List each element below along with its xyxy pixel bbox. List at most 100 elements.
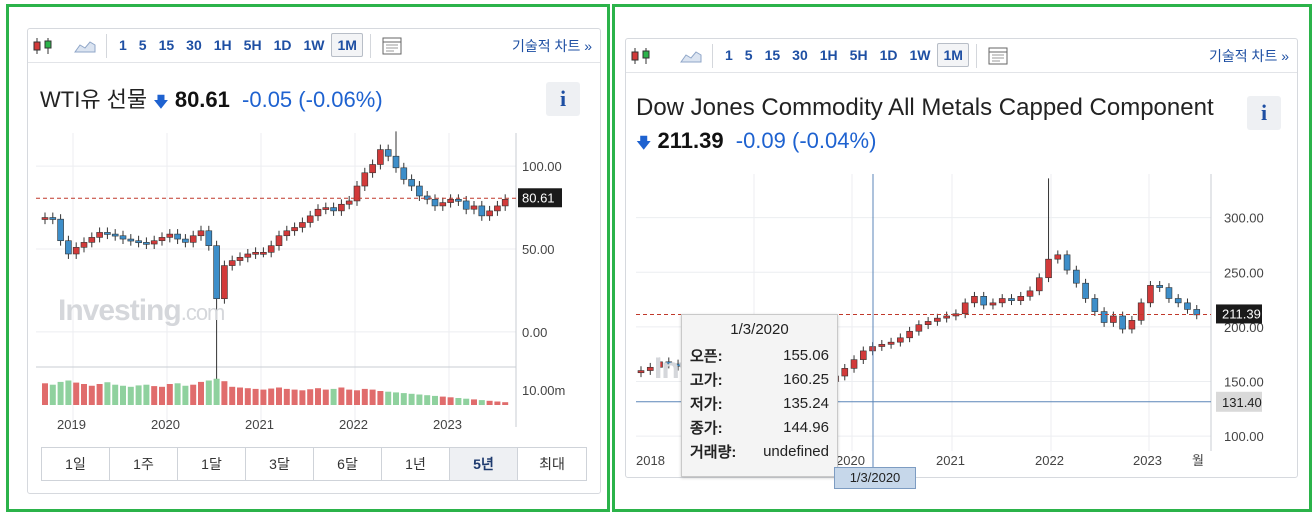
candle-body [345,200,353,205]
candle-body [49,217,57,220]
toolbar-separator [369,33,371,58]
technical-chart-link[interactable]: 기술적 차트 » [512,37,592,54]
interval-button-1m[interactable]: 1M [937,42,969,67]
volume-bar [330,388,337,405]
volume-bar [182,385,189,405]
candle-body [897,337,904,343]
volume-bar [439,396,446,405]
interval-button-30[interactable]: 30 [792,46,808,63]
volume-bar [42,383,48,405]
interval-button-5h[interactable]: 5H [849,46,868,63]
last-price: 211.39 [657,128,724,153]
range-button[interactable]: 1일 [42,448,110,480]
volume-bar [338,387,345,405]
volume-bar [276,387,282,405]
right-quote-price: 🡇 211.39 -0.09 (-0.04%) [636,128,876,158]
interval-button-5h[interactable]: 5H [243,36,262,53]
table-view-icon[interactable] [983,43,1013,69]
candle-body [80,242,88,248]
candle-body [1045,258,1052,279]
instrument-name: WTI유 선물 [40,87,148,112]
candle-body [998,298,1006,304]
volume-bar [322,389,329,405]
candle-body [470,205,478,210]
interval-button-30[interactable]: 30 [186,36,202,53]
interval-button-1d[interactable]: 1D [273,36,292,53]
interval-button-1d[interactable]: 1D [879,46,898,63]
area-chart-icon[interactable] [676,43,706,69]
candle-body [283,230,291,237]
volume-bar [229,386,236,405]
interval-button-1m[interactable]: 1M [331,32,363,57]
candle-body [943,315,950,319]
interval-button-15[interactable]: 15 [158,36,175,53]
interval-button-5[interactable]: 5 [744,46,753,63]
range-button[interactable]: 1년 [382,448,450,480]
volume-bar [416,394,423,405]
interval-button-1h[interactable]: 1H [819,46,838,63]
candle-body [961,302,969,315]
volume-bar [260,389,267,405]
x-axis-label: 2021 [245,417,274,432]
candle-body [400,167,408,180]
candle-body [906,330,913,339]
candle-body [665,361,673,365]
area-chart-icon[interactable] [70,33,100,59]
candle-body [96,232,103,238]
candle-body [1073,269,1080,284]
range-button[interactable]: 6달 [314,448,382,480]
tooltip-row: 종가: 144.96 [682,415,837,439]
volume-bar [478,400,485,405]
volume-bar [307,389,314,405]
info-button[interactable]: i [1247,96,1281,130]
interval-button-1[interactable]: 1 [119,36,127,53]
candle-body [111,233,119,237]
technical-chart-link[interactable]: 기술적 차트 » [1209,47,1289,64]
volume-bar [346,389,353,405]
interval-button-15[interactable]: 15 [764,46,781,63]
table-view-icon[interactable] [377,33,407,59]
y-axis-label: 300.00 [1224,211,1264,226]
volume-bar [143,384,150,405]
interval-button-1h[interactable]: 1H [213,36,232,53]
down-arrow-icon: 🡇 [153,94,169,111]
investing-watermark: Investing.com [58,294,225,328]
price-tag-text: 211.39 [1222,306,1261,321]
volume-bar [190,384,197,405]
volume-bar [502,402,509,405]
candle-body [646,366,654,371]
volume-bar [205,380,212,405]
candlestick-icon[interactable] [626,43,656,69]
candle-body [322,207,330,210]
range-button[interactable]: 최대 [518,448,586,480]
x-axis-label: 2018 [636,453,665,468]
range-button[interactable]: 3달 [246,448,314,480]
range-button[interactable]: 5년 [450,448,518,480]
candle-body [197,230,205,237]
volume-bar [377,391,384,405]
volume-bar [81,384,87,405]
candlestick-icon[interactable] [28,33,58,59]
interval-button-1[interactable]: 1 [725,46,733,63]
candle-body [850,359,858,369]
candle-body [1054,254,1062,260]
interval-button-1w[interactable]: 1W [909,46,931,63]
tooltip-value: 155.06 [783,346,829,364]
interval-button-1w[interactable]: 1W [303,36,325,53]
candle-body [1026,290,1034,297]
candle-body [431,198,439,207]
left-chart-canvas[interactable]: 100.00 50.00 0.00 10.00m 80.61 2019 2020 2021 20… [28,127,602,467]
volume-bar [393,392,399,405]
candle-body [934,317,941,322]
tooltip-value: 144.96 [783,418,829,436]
candle-body [859,350,867,360]
candle-body [924,321,932,325]
volume-bar [369,389,376,405]
info-button[interactable]: i [546,82,580,116]
interval-button-5[interactable]: 5 [138,36,147,53]
range-button[interactable]: 1주 [110,448,178,480]
toolbar-separator [975,43,977,68]
tooltip-row: 저가: 135.24 [682,391,837,415]
range-button[interactable]: 1달 [178,448,246,480]
candle-body [1119,315,1126,330]
